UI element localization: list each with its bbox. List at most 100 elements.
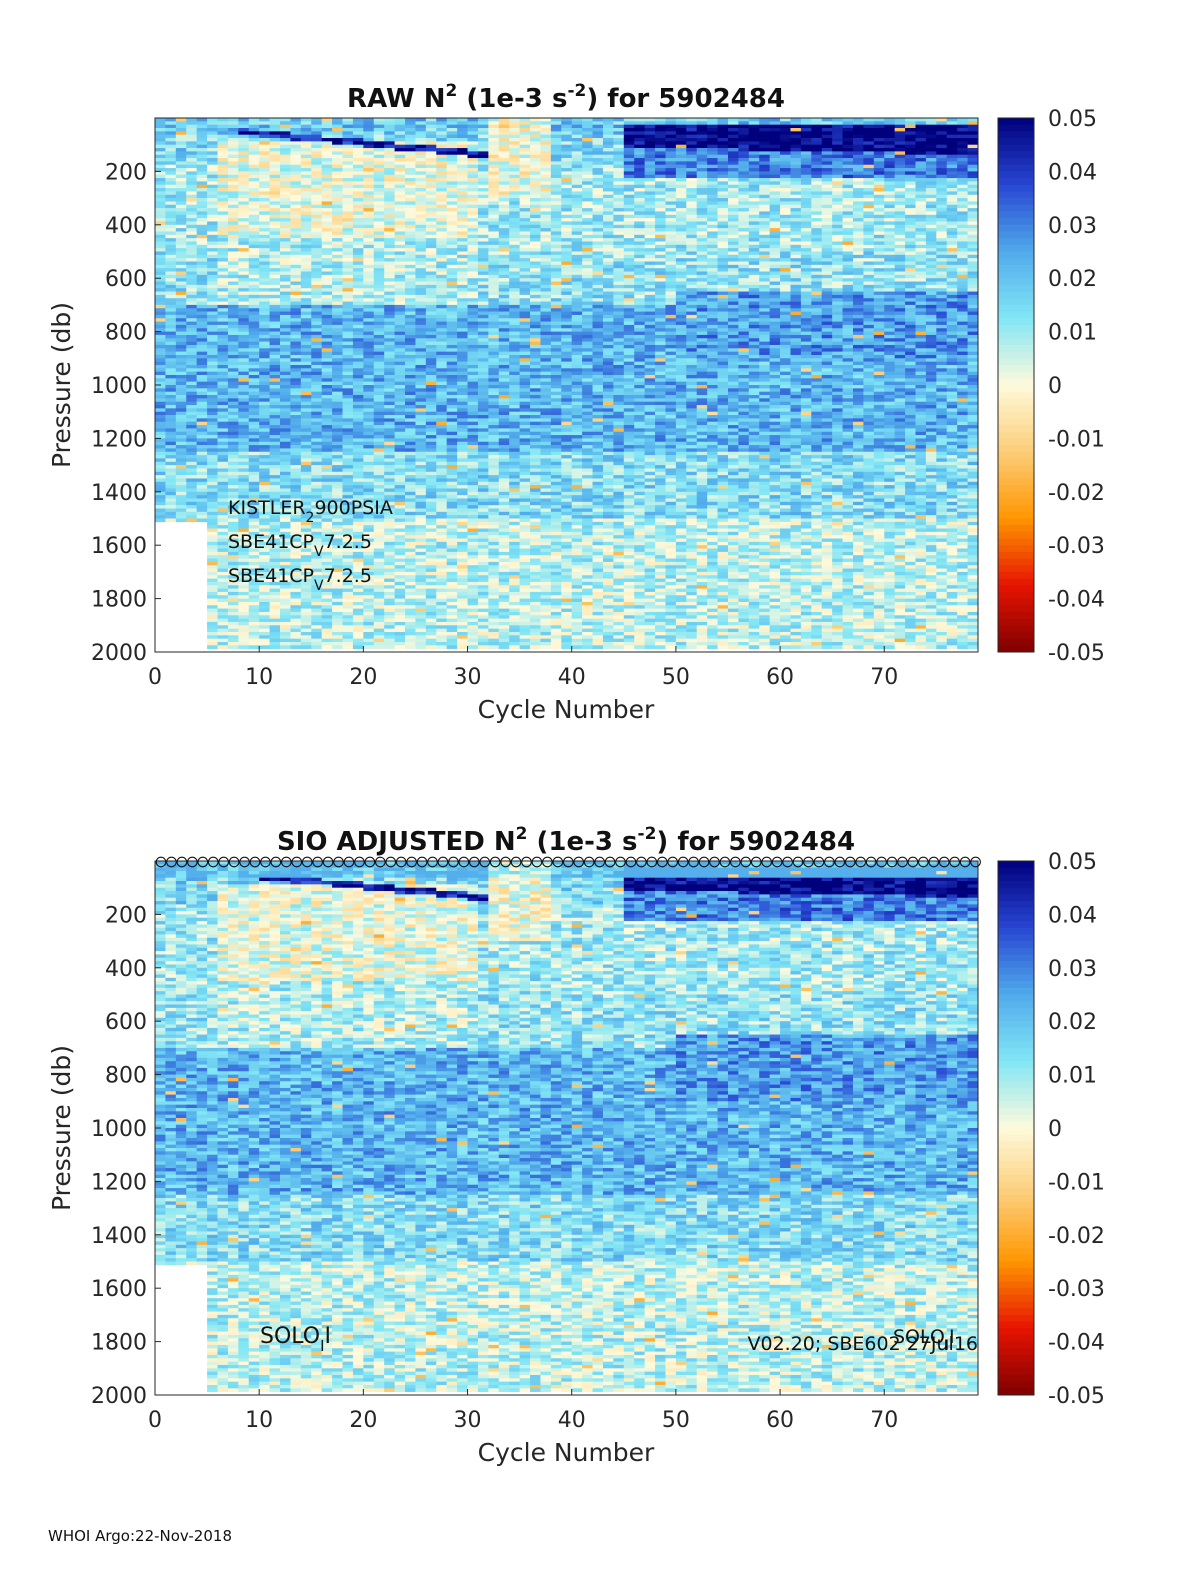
heatmap-cell <box>415 378 427 382</box>
heatmap-cell <box>415 561 427 566</box>
heatmap-cell <box>436 448 448 453</box>
heatmap-cell <box>227 218 239 222</box>
heatmap-cell <box>342 645 354 649</box>
heatmap-cell <box>227 268 239 272</box>
heatmap-cell <box>457 545 468 549</box>
heatmap-cell <box>477 121 489 125</box>
heatmap-cell <box>280 174 291 179</box>
heatmap-cell <box>321 278 333 282</box>
heatmap-cell <box>405 485 416 489</box>
heatmap-cell <box>352 341 364 346</box>
heatmap-cell <box>405 455 416 459</box>
heatmap-cell <box>165 328 177 332</box>
heatmap-cell <box>248 211 260 216</box>
heatmap-cell <box>457 138 468 142</box>
heatmap-cell <box>415 234 427 239</box>
heatmap-cell <box>467 204 479 209</box>
heatmap-cell <box>217 425 229 429</box>
heatmap-cell <box>321 561 333 566</box>
heatmap-cell <box>342 608 354 613</box>
heatmap-cell <box>311 475 323 479</box>
heatmap-cell <box>384 618 396 623</box>
heatmap-cell <box>394 331 406 336</box>
heatmap-cell <box>175 168 187 172</box>
heatmap-cell <box>227 448 239 453</box>
heatmap-cell <box>280 445 291 449</box>
heatmap-cell <box>446 408 458 412</box>
heatmap-cell <box>342 258 354 262</box>
heatmap-cell <box>457 408 468 412</box>
heatmap-cell <box>248 244 260 249</box>
heatmap-cell <box>436 281 448 286</box>
heatmap-cell <box>488 141 500 145</box>
heatmap-cell <box>467 218 479 222</box>
heatmap-cell <box>280 605 291 609</box>
heatmap-cell <box>363 251 375 256</box>
heatmap-cell <box>363 398 375 402</box>
heatmap-cell <box>186 428 198 433</box>
heatmap-cell <box>300 478 312 483</box>
heatmap-cell <box>436 134 448 139</box>
heatmap-cell <box>290 361 302 366</box>
heatmap-cell <box>321 438 333 443</box>
heatmap-cell <box>269 465 281 469</box>
heatmap-cell <box>321 251 333 256</box>
heatmap-cell <box>269 455 281 459</box>
heatmap-cell <box>457 555 468 559</box>
heatmap-cell <box>342 141 354 145</box>
heatmap-cell <box>300 161 312 166</box>
heatmap-cell <box>300 438 312 443</box>
heatmap-cell <box>238 625 250 629</box>
heatmap-cell <box>405 461 416 466</box>
heatmap-cell <box>238 218 250 222</box>
heatmap-cell <box>248 628 260 633</box>
heatmap-cell <box>259 485 270 489</box>
heatmap-cell <box>196 258 208 262</box>
heatmap-cell <box>217 615 229 619</box>
heatmap-cell <box>467 134 479 139</box>
heatmap-cell <box>405 131 416 135</box>
heatmap-cell <box>373 601 385 606</box>
heatmap-cell <box>321 455 333 459</box>
heatmap-cell <box>217 625 229 629</box>
heatmap-cell <box>186 368 198 372</box>
heatmap-cell <box>155 208 166 212</box>
heatmap-cell <box>248 194 260 199</box>
heatmap-cell <box>311 595 323 599</box>
heatmap-cell <box>238 605 250 609</box>
heatmap-cell <box>373 531 385 536</box>
heatmap-cell <box>196 314 208 319</box>
heatmap-cell <box>342 288 354 292</box>
heatmap-cell <box>342 138 354 142</box>
heatmap-cell <box>477 318 489 322</box>
heatmap-cell <box>227 611 239 616</box>
heatmap-cell <box>332 571 343 576</box>
heatmap-cell <box>384 401 396 406</box>
heatmap-cell <box>363 241 375 246</box>
heatmap-cell <box>467 495 479 499</box>
heatmap-cell <box>477 341 489 346</box>
heatmap-cell <box>425 528 437 533</box>
heatmap-cell <box>373 138 385 142</box>
heatmap-cell <box>217 511 229 516</box>
heatmap-cell <box>259 571 270 576</box>
heatmap-cell <box>415 301 427 306</box>
heatmap-cell <box>436 368 448 372</box>
heatmap-cell <box>342 415 354 419</box>
heatmap-cell <box>446 391 458 396</box>
heatmap-cell <box>342 398 354 402</box>
heatmap-cell <box>457 491 468 496</box>
heatmap-cell <box>457 238 468 242</box>
heatmap-cell <box>290 288 302 292</box>
heatmap-cell <box>300 371 312 376</box>
heatmap-cell <box>321 398 333 402</box>
heatmap-cell <box>248 141 260 145</box>
heatmap-cell <box>425 458 437 463</box>
heatmap-cell <box>290 341 302 346</box>
heatmap-cell <box>415 468 427 473</box>
heatmap-cell <box>332 121 343 125</box>
heatmap-cell <box>405 608 416 613</box>
heatmap-cell <box>405 601 416 606</box>
heatmap-cell <box>332 214 343 219</box>
heatmap-cell <box>207 428 218 433</box>
